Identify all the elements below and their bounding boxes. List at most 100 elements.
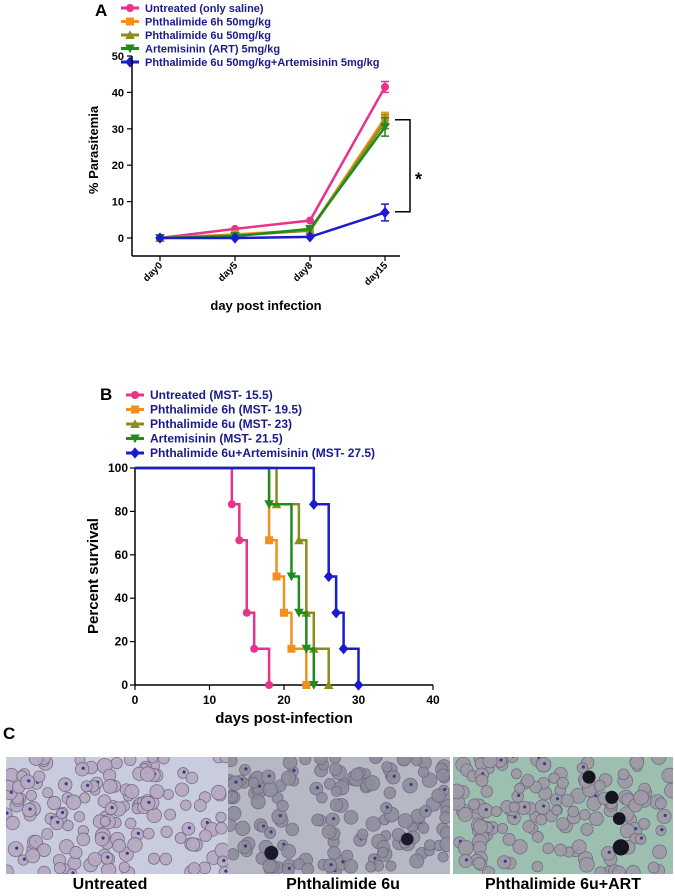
parasitemia-ytick-label-2: 20	[112, 160, 124, 172]
rbc-cell	[41, 827, 54, 840]
micrograph-caption-6u-art: Phthalimide 6u+ART	[484, 876, 642, 893]
parasite-dot	[86, 783, 90, 787]
parasite-dot	[329, 863, 333, 867]
rbc-cell	[247, 777, 260, 789]
rbc-cell	[468, 798, 480, 811]
micrograph-1	[228, 757, 450, 874]
parasitemia-x-label: day post infection	[210, 298, 321, 313]
rbc-cell	[65, 794, 82, 810]
rbc-cell	[652, 844, 667, 860]
rbc-cell	[475, 774, 489, 787]
parasite-dot	[71, 871, 75, 874]
rbc-cell	[365, 861, 377, 873]
leukocyte-nucleus	[582, 770, 596, 784]
rbc-cell	[127, 837, 143, 853]
survival-point-0-1	[235, 536, 244, 545]
rbc-cell	[521, 774, 535, 788]
leukocyte-nucleus	[612, 812, 626, 825]
rbc-cell	[112, 838, 126, 853]
parasite-dot	[27, 779, 31, 783]
parasitemia-point-3-3	[380, 122, 390, 132]
rbc-cell	[142, 827, 155, 840]
rbc-cell	[625, 865, 641, 874]
rbc-cell	[262, 781, 279, 798]
rbc-cell	[329, 798, 344, 812]
parasite-dot	[182, 770, 186, 774]
survival-legend-marker-3	[130, 434, 140, 444]
parasite-dot	[81, 766, 85, 770]
rbc-cell	[25, 848, 41, 864]
panel-b-letter: B	[100, 385, 112, 404]
rbc-cell	[502, 833, 516, 846]
rbc-cell	[424, 839, 436, 851]
survival-ytick-label-0: 0	[121, 678, 128, 692]
parasitemia-legend-marker-3	[125, 44, 135, 54]
rbc-cell	[490, 805, 502, 817]
rbc-cell	[102, 779, 118, 794]
parasite-dot	[22, 857, 26, 861]
parasite-dot	[101, 836, 105, 840]
micrograph-panels	[6, 757, 673, 874]
parasitemia-line-3	[159, 126, 387, 240]
parasitemia-line-1	[159, 117, 387, 240]
rbc-cell	[6, 767, 19, 783]
parasitemia-point-4-0	[155, 232, 165, 244]
survival-ytick-label-1: 20	[115, 635, 129, 649]
survival-xtick-label-3: 30	[352, 693, 366, 707]
parasite-dot	[503, 859, 507, 863]
parasite-dot	[278, 813, 282, 818]
rbc-cell	[579, 856, 595, 873]
rbc-cell	[409, 853, 425, 869]
parasite-dot	[542, 762, 547, 766]
survival-point-2-1	[294, 535, 304, 545]
rbc-cell	[185, 771, 199, 785]
survival-ytick-label-5: 100	[108, 461, 128, 475]
parasite-dot	[125, 851, 129, 855]
parasite-dot	[385, 805, 389, 809]
survival-point-0-0	[227, 500, 236, 509]
rbc-cell	[457, 839, 474, 856]
parasitemia-series	[155, 80, 390, 244]
rbc-cell	[453, 783, 465, 800]
survival-step-line-1	[135, 466, 308, 685]
panel-c-letter: C	[3, 724, 15, 743]
parasite-dot	[542, 804, 546, 808]
rbc-cell	[356, 828, 369, 840]
rbc-cell	[285, 822, 300, 837]
rbc-cell	[124, 757, 137, 767]
rbc-cell	[185, 837, 201, 852]
survival-step-line-3	[135, 466, 316, 685]
rbc-cell	[556, 776, 569, 790]
parasite-dot	[287, 866, 291, 870]
survival-ytick-label-2: 40	[115, 591, 129, 605]
rbc-cell	[437, 851, 449, 863]
survival-point-3-4	[309, 681, 319, 690]
parasite-dot	[464, 858, 469, 862]
rbc-cell	[619, 823, 635, 839]
rbc-cell	[436, 768, 450, 783]
parasitemia-point-4-2	[305, 231, 315, 243]
rbc-cell	[276, 799, 289, 813]
parasitemia-x-ticks: day0 day5 day8 day15	[141, 256, 390, 288]
parasite-dot	[64, 782, 68, 786]
parasite-dot	[513, 815, 517, 819]
survival-legend-label-2: Phthalimide 6u (MST- 23)	[150, 417, 292, 431]
rbc-cell	[654, 797, 667, 810]
rbc-cell	[535, 813, 548, 826]
parasitemia-line-0	[159, 86, 387, 240]
survival-step-line-4	[135, 466, 360, 685]
rbc-cell	[522, 820, 536, 833]
rbc-cell	[327, 846, 341, 860]
parasitemia-ytick-label-1: 10	[112, 197, 124, 209]
rbc-cell	[164, 808, 177, 821]
rbc-cell	[228, 805, 242, 821]
rbc-cell	[214, 842, 230, 859]
parasitemia-legend-label-1: Phthalimide 6h 50mg/kg	[145, 17, 271, 29]
parasite-dot	[499, 758, 503, 762]
parasite-dot	[639, 836, 644, 840]
significance-bracket-line	[395, 118, 411, 213]
rbc-cell	[99, 815, 111, 827]
rbc-cell	[417, 766, 430, 778]
rbc-cell	[199, 829, 212, 842]
rbc-cell	[37, 865, 51, 874]
